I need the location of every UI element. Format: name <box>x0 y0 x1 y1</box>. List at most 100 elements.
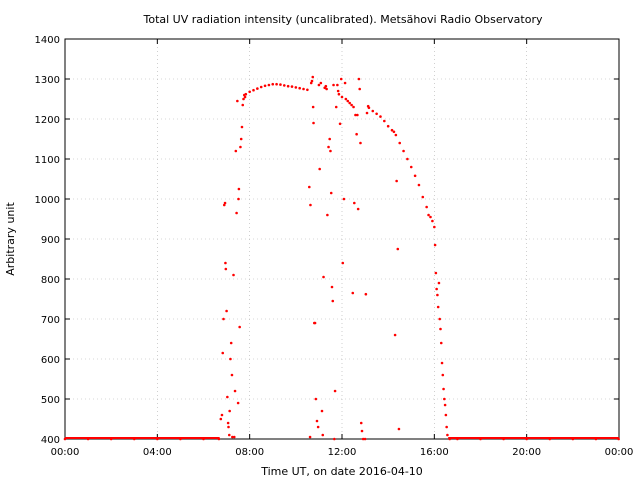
data-point <box>342 197 346 201</box>
y-tick-label: 1200 <box>35 115 60 126</box>
x-tick-label: 16:00 <box>420 447 449 458</box>
data-point <box>348 101 351 105</box>
data-point <box>344 97 348 101</box>
data-point <box>267 83 271 87</box>
data-point <box>355 132 358 136</box>
data-point <box>241 103 245 107</box>
data-point <box>237 197 240 201</box>
data-point <box>365 111 369 115</box>
data-point <box>413 174 417 178</box>
x-tick-label: 04:00 <box>143 447 172 458</box>
data-point <box>338 122 342 126</box>
x-tick-label: 00:00 <box>51 447 80 458</box>
data-point <box>341 261 345 265</box>
data-point <box>433 243 437 247</box>
data-point <box>395 179 398 183</box>
data-point <box>352 105 355 109</box>
data-point <box>421 195 425 199</box>
data-point <box>336 89 340 93</box>
data-point <box>259 85 263 89</box>
data-point <box>252 88 255 92</box>
data-point <box>286 84 290 88</box>
y-tick-label: 1000 <box>35 195 60 206</box>
data-point <box>306 88 309 92</box>
data-point <box>436 293 439 297</box>
data-point <box>325 87 328 91</box>
data-point <box>312 121 315 125</box>
data-point <box>329 149 332 153</box>
data-point <box>324 84 328 88</box>
data-point <box>317 83 321 87</box>
data-point <box>363 437 367 441</box>
data-point <box>327 145 330 149</box>
data-point <box>239 145 242 149</box>
data-point <box>307 185 311 189</box>
data-point <box>375 112 378 116</box>
data-point <box>434 271 438 275</box>
data-point <box>227 425 230 429</box>
data-point <box>237 187 241 191</box>
data-point <box>357 77 361 81</box>
data-point <box>248 90 251 94</box>
data-point <box>435 287 438 291</box>
data-point <box>238 325 241 329</box>
data-point <box>433 225 436 229</box>
data-point <box>359 421 363 425</box>
chart-title: Total UV radiation intensity (uncalibrat… <box>143 13 543 26</box>
data-point <box>319 81 323 85</box>
data-point <box>442 387 445 391</box>
y-tick-label: 1300 <box>35 75 60 86</box>
data-point <box>336 83 339 87</box>
data-point <box>233 389 237 393</box>
y-axis-label: Arbitrary unit <box>4 202 17 276</box>
data-point <box>393 333 397 337</box>
data-point <box>429 215 432 219</box>
y-tick-label: 1400 <box>35 35 60 46</box>
data-point <box>224 267 228 271</box>
data-point <box>226 421 230 425</box>
grid <box>65 39 619 439</box>
x-tick-label: 00:00 <box>605 447 634 458</box>
data-point <box>225 309 228 313</box>
data-point <box>396 247 400 251</box>
data-point <box>239 137 243 141</box>
data-point <box>279 83 282 86</box>
data-point <box>290 85 294 88</box>
y-tick-label: 400 <box>41 435 60 446</box>
data-point <box>390 128 394 132</box>
data-point <box>397 427 401 431</box>
data-point <box>244 92 248 96</box>
x-tick-label: 20:00 <box>512 447 541 458</box>
data-point <box>256 87 259 90</box>
data-point <box>346 99 350 103</box>
data-point <box>343 81 347 85</box>
data-point <box>339 77 343 81</box>
data-point <box>310 79 314 83</box>
data-point <box>444 413 448 417</box>
data-point <box>337 92 341 96</box>
data-point <box>425 205 428 209</box>
data-point <box>316 425 320 429</box>
data-point <box>406 157 409 161</box>
data-point <box>331 299 335 303</box>
data-point <box>439 341 443 345</box>
data-point <box>383 119 386 123</box>
data-point <box>326 213 329 217</box>
data-points <box>63 75 620 441</box>
data-point <box>398 141 402 145</box>
data-point <box>220 413 224 417</box>
data-point <box>354 113 357 117</box>
data-point <box>302 87 305 91</box>
data-point <box>351 291 355 295</box>
data-point <box>315 419 319 423</box>
data-point <box>386 124 390 128</box>
data-point <box>436 305 440 309</box>
data-point <box>309 203 312 207</box>
data-point <box>298 86 301 90</box>
data-point <box>311 105 315 109</box>
data-point <box>321 433 325 437</box>
data-point <box>437 281 441 285</box>
data-point <box>224 261 227 265</box>
data-point <box>409 165 413 169</box>
